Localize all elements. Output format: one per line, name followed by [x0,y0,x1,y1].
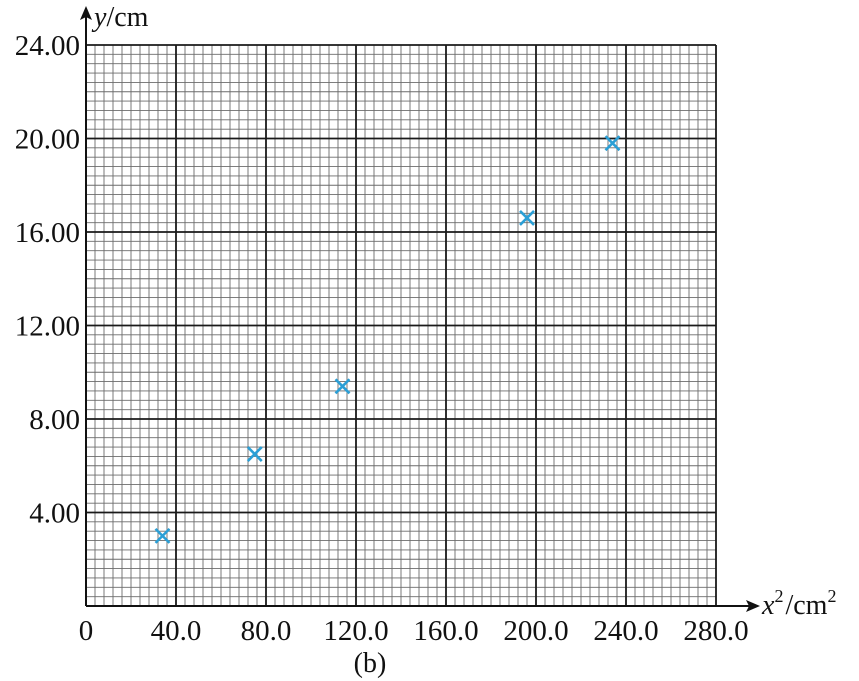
y-tick-label: 12.00 [15,311,80,343]
data-point [246,446,263,462]
data-points [154,135,621,544]
y-tick-label: 24.00 [15,30,80,62]
figure-caption: (b) [354,648,387,679]
y-tick-labels: 4.00 8.00 12.00 16.00 20.00 24.00 [15,30,80,530]
data-point [604,135,621,152]
x-axis-arrow [746,600,760,612]
x-tick-label: 280.0 [683,615,748,647]
x-tick-label: 240.0 [593,615,658,647]
y-axis-arrow [80,6,92,20]
grid-major [85,44,717,606]
y-tick-label: 8.00 [29,404,80,436]
data-point [334,378,351,395]
data-point-stroke [604,135,621,152]
y-tick-label: 20.00 [15,124,80,156]
x-tick-label: 120.0 [323,615,388,647]
x-axis-label: x2/cm2 [761,586,836,621]
y-axis-label: y/cm [91,2,149,33]
data-point-stroke [519,210,535,226]
data-point [519,210,535,226]
x-tick-label: 40.0 [151,615,202,647]
data-point-stroke [154,527,171,544]
x-tick-labels: 0 40.0 80.0 120.0 160.0 200.0 240.0 280.0 [79,615,749,647]
y-tick-label: 16.00 [15,217,80,249]
data-point-stroke [334,378,351,395]
x-tick-label: 200.0 [503,615,568,647]
x-tick-label: 80.0 [241,615,292,647]
x-tick-label: 160.0 [413,615,478,647]
axes [80,6,760,612]
data-point-stroke [246,446,263,462]
data-point [154,527,171,544]
x-tick-label: 0 [79,615,94,647]
y-tick-label: 4.00 [29,498,80,530]
